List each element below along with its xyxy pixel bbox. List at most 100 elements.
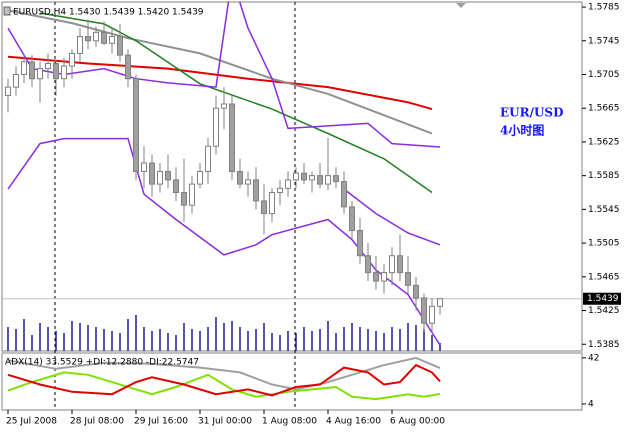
- chart-title: EURUSD,H4 1.5430 1.5439 1.5420 1.5439: [13, 8, 204, 18]
- indicator-line: [7, 356, 441, 391]
- y-tick-label: 4: [588, 399, 594, 409]
- candle-body: [165, 170, 171, 181]
- candle-body: [173, 179, 179, 194]
- last-price-box: [583, 292, 621, 305]
- y-tick-label: 1.5785: [588, 3, 620, 13]
- annotation: 4小时图: [500, 123, 544, 138]
- y-tick-label: 1.5385: [588, 340, 620, 350]
- x-tick-label: 28 Jul 08:00: [70, 417, 124, 427]
- overlay-line: [7, 9, 433, 135]
- y-tick-label: 1.5745: [588, 36, 620, 46]
- adx-pane: [1, 352, 583, 411]
- y-tick-label: 1.5625: [588, 137, 620, 147]
- candle-body: [357, 229, 363, 257]
- candle-body: [421, 297, 427, 324]
- candle-body: [325, 175, 331, 185]
- candle-body: [45, 63, 51, 70]
- indicator-line: [7, 371, 441, 401]
- overlay-line: [7, 55, 433, 111]
- candle-body: [373, 272, 379, 282]
- candle-body: [149, 162, 155, 185]
- candle-body: [309, 175, 315, 181]
- candle-body: [189, 183, 195, 206]
- overlay-line: [7, 137, 441, 346]
- axes: 1.5785 1.5745 1.5705 1.5665 1.5625 1.5585 1.55…: [6, 3, 621, 427]
- candle-body: [333, 175, 339, 183]
- x-tick-label: 25 Jul 2008: [6, 417, 57, 427]
- candle-body: [61, 65, 67, 80]
- x-tick-label: 6 Aug 00:00: [390, 417, 445, 427]
- candle-body: [349, 206, 355, 231]
- candle-body: [269, 192, 275, 215]
- y-tick-label: 1.5665: [588, 104, 620, 114]
- annotation: EUR/USD: [500, 106, 564, 120]
- candle-body: [293, 172, 299, 181]
- overlay-line: [343, 188, 441, 246]
- candle-body: [101, 31, 107, 44]
- candle-body: [381, 272, 387, 282]
- candle-body: [21, 61, 27, 75]
- symbol-icon: [3, 6, 11, 16]
- candle-body: [301, 172, 307, 181]
- candle-body: [365, 255, 371, 274]
- candle-body: [197, 170, 203, 185]
- last-price-label: 1.5439: [587, 294, 619, 304]
- candle-body: [69, 52, 75, 67]
- indicator-title: ADX(14) 33.5529 +DI:12.2880 -DI:22.5747: [5, 358, 199, 368]
- candle-body: [205, 145, 211, 172]
- candle-body: [157, 170, 163, 185]
- candle-body: [229, 103, 235, 172]
- y-tick-label: 1.5585: [588, 171, 620, 181]
- candle-body: [261, 200, 267, 215]
- overlay-line: [7, 2, 441, 148]
- candle-body: [117, 36, 123, 56]
- candle-body: [5, 86, 11, 97]
- y-tick-label: 1.5465: [588, 272, 620, 282]
- y-tick-label: 1.5705: [588, 70, 620, 80]
- candle-body: [109, 36, 115, 44]
- candle-body: [221, 103, 227, 109]
- candle-body: [13, 73, 19, 88]
- candle-body: [277, 187, 283, 194]
- candle-body: [317, 175, 323, 185]
- candle-body: [253, 179, 259, 202]
- candle-body: [285, 179, 291, 189]
- candle-body: [213, 107, 219, 147]
- y-tick-label: 1.5505: [588, 239, 620, 249]
- candle-body: [93, 31, 99, 42]
- y-tick-label: 42: [588, 353, 599, 363]
- main-pane: [1, 1, 583, 352]
- candle-body: [37, 68, 43, 80]
- candle-body: [237, 170, 243, 185]
- x-tick-label: 31 Jul 00:00: [198, 417, 252, 427]
- x-tick-label: 29 Jul 16:00: [134, 417, 188, 427]
- candle-body: [389, 255, 395, 274]
- y-tick-label: 1.5425: [588, 306, 620, 316]
- candle-body: [53, 63, 59, 80]
- candle-body: [29, 61, 35, 80]
- candle-body: [413, 284, 419, 299]
- main-plot: [2, 2, 582, 351]
- shift-marker: [456, 3, 466, 8]
- x-tick-label: 4 Aug 16:00: [326, 417, 381, 427]
- candle-body: [85, 36, 91, 42]
- candle-body: [341, 181, 347, 208]
- candle-body: [405, 272, 411, 286]
- candle-body: [429, 305, 435, 324]
- candle-body: [437, 298, 443, 307]
- candle-body: [125, 54, 131, 80]
- overlay-line: [39, 12, 433, 194]
- candle-body: [397, 255, 403, 274]
- candle-body: [133, 78, 139, 172]
- y-tick-label: 1.5545: [588, 205, 620, 215]
- candle-body: [141, 162, 147, 172]
- indicator-line: [7, 363, 441, 397]
- candle-body: [77, 36, 83, 54]
- candle-body: [181, 192, 187, 206]
- candle-body: [245, 179, 251, 185]
- x-tick-label: 1 Aug 08:00: [262, 417, 317, 427]
- adx-plot: [7, 356, 441, 401]
